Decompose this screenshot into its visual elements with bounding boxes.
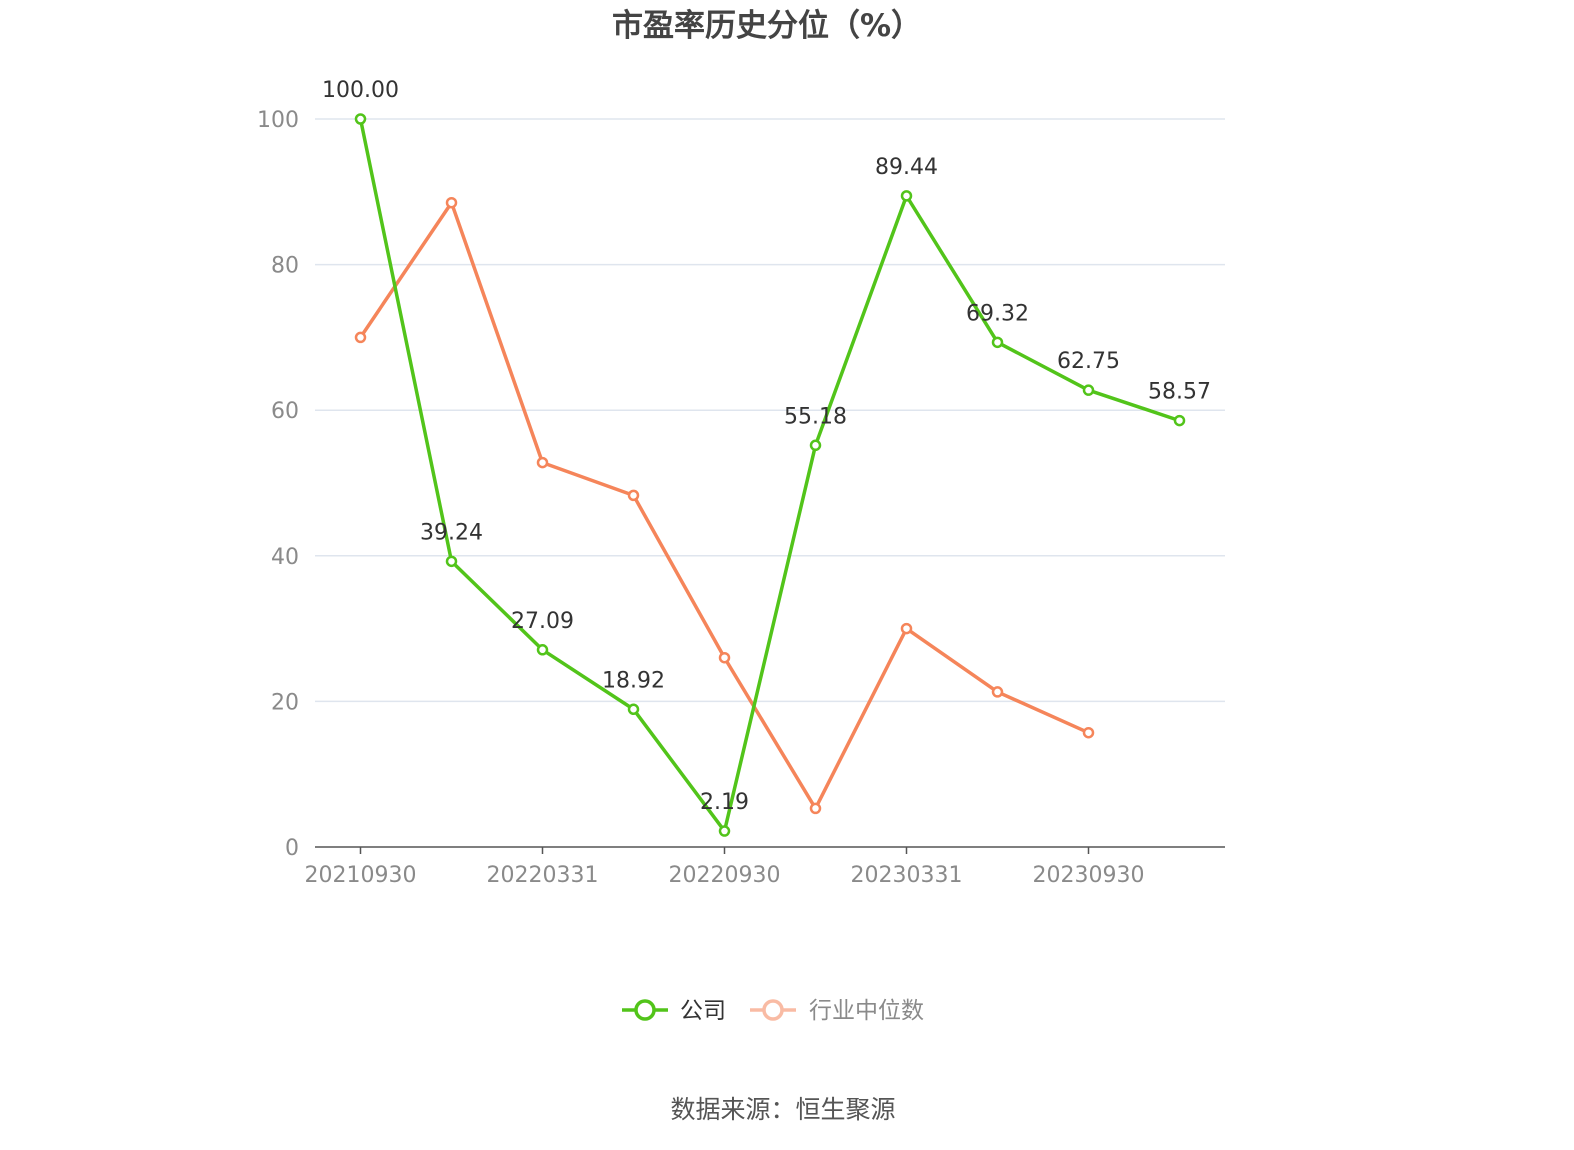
y-tick-label: 60 <box>271 399 299 424</box>
data-label: 18.92 <box>602 668 665 693</box>
data-point <box>354 113 367 125</box>
data-label: 69.32 <box>966 301 1029 326</box>
x-axis-tick-labels: 20210930 20220331 20220930 20230331 20230930 <box>305 863 1145 888</box>
data-point <box>1082 726 1095 739</box>
data-label: 62.75 <box>1057 349 1120 374</box>
y-tick-label: 20 <box>271 690 299 715</box>
legend-item-industry-median[interactable] <box>750 999 796 1021</box>
data-point <box>718 651 731 664</box>
legend-label: 行业中位数 <box>809 998 924 1024</box>
series-line-industry-median <box>359 200 1090 811</box>
y-tick-label: 100 <box>257 108 299 133</box>
legend-label: 公司 <box>680 998 726 1024</box>
y-axis-tick-labels: 0 20 40 60 80 100 <box>257 108 299 861</box>
y-tick-label: 40 <box>271 545 299 570</box>
data-point <box>809 439 822 452</box>
data-point <box>1173 414 1186 427</box>
legend-marker <box>634 999 656 1021</box>
data-point <box>991 336 1004 349</box>
data-point <box>354 331 367 344</box>
data-point <box>627 489 640 502</box>
data-point <box>900 622 913 635</box>
data-label: 2.19 <box>700 790 749 815</box>
data-point <box>536 456 549 469</box>
data-label: 100.00 <box>322 78 399 103</box>
x-tick-label: 20230331 <box>851 863 963 888</box>
data-label: 55.18 <box>784 404 847 429</box>
x-tick-label: 20210930 <box>305 863 417 888</box>
legend-marker <box>762 999 784 1021</box>
grid-lines <box>315 118 1225 703</box>
data-point <box>809 802 822 815</box>
data-point <box>627 703 640 716</box>
data-label: 89.44 <box>875 155 938 180</box>
data-point <box>718 825 731 837</box>
y-tick-label: 80 <box>271 254 299 279</box>
y-tick-label: 0 <box>285 836 299 861</box>
chart-title: 市盈率历史分位（%） <box>612 8 922 44</box>
x-tick-label: 20220331 <box>487 863 599 888</box>
data-point <box>1082 384 1095 396</box>
data-point <box>445 196 458 209</box>
data-point <box>536 644 549 656</box>
series-line-company <box>358 118 1181 833</box>
data-label: 27.09 <box>511 609 574 634</box>
legend[interactable]: 公司 行业中位数 <box>622 998 924 1024</box>
source-note: 数据来源：恒生聚源 <box>670 1095 895 1124</box>
data-label: 58.57 <box>1148 380 1211 405</box>
data-point <box>900 190 913 202</box>
x-tick-label: 20220930 <box>669 863 781 888</box>
legend-item-company[interactable] <box>622 999 668 1021</box>
x-tick-label: 20230930 <box>1033 863 1145 888</box>
data-label: 39.24 <box>420 520 483 545</box>
data-labels: 100.00 39.24 27.09 18.92 2.19 55.18 89.44 69.32… <box>322 78 1211 815</box>
data-point <box>991 686 1004 698</box>
data-point <box>445 555 458 568</box>
axes <box>315 846 1225 854</box>
series-layer <box>354 113 1186 837</box>
